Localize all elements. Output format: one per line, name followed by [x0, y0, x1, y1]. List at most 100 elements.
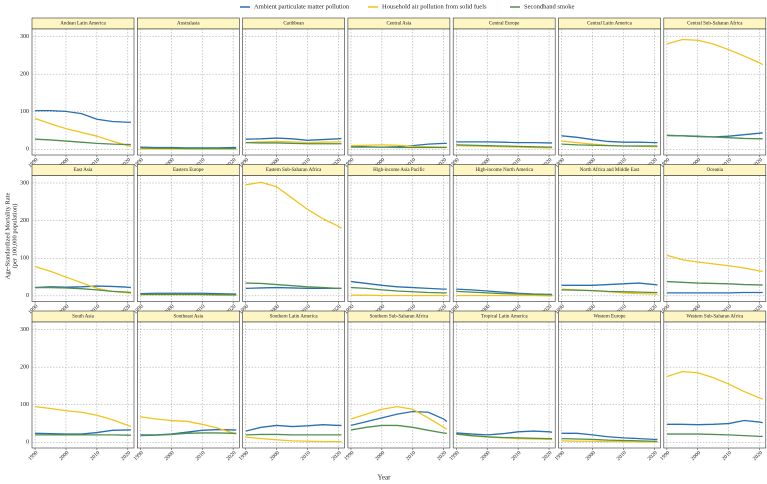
panel-title: Southeast Asia — [174, 315, 204, 320]
legend-label: Ambient particulate matter pollution — [254, 3, 350, 10]
panel-title: Oceania — [707, 168, 724, 173]
y-tick-label: 300 — [20, 34, 29, 40]
series-line — [666, 280, 763, 286]
panel-title: Central Europe — [489, 22, 520, 27]
series-line — [140, 292, 237, 295]
series-line — [350, 424, 447, 434]
series-line — [140, 147, 237, 150]
series-line — [666, 419, 763, 426]
plot-area — [137, 321, 240, 449]
x-tick-label: 2020 — [647, 450, 659, 462]
x-tick-label: 2020 — [225, 450, 237, 462]
x-tick-label: 1990 — [133, 450, 145, 462]
series-line — [456, 290, 553, 296]
panel-title: Central Asia — [386, 22, 412, 27]
panel-title: Tropical Latin America — [481, 315, 529, 320]
panel-title: Australasia — [177, 22, 200, 27]
plot-area — [452, 175, 556, 302]
series-line — [561, 143, 658, 147]
series-line — [245, 140, 342, 144]
series-line — [456, 430, 553, 436]
panel-title: High-income North America — [475, 168, 533, 173]
x-tick-label: 2010 — [194, 450, 206, 462]
x-tick-label: 2000 — [374, 450, 386, 462]
panel-title: Western Sub-Saharan Africa — [686, 315, 744, 320]
plot-area — [242, 28, 345, 156]
y-tick-label: 0 — [26, 293, 29, 299]
panel-title: Eastern Sub-Saharan Africa — [266, 168, 322, 173]
legend-label: Household air pollution from solid fuels — [382, 3, 487, 10]
series-line — [245, 141, 342, 145]
y-tick-label: 200 — [20, 72, 29, 78]
series-line — [666, 433, 763, 437]
plot-area — [31, 321, 135, 449]
x-tick-label: 1990 — [238, 450, 250, 462]
series-line — [35, 286, 131, 294]
plot-area — [558, 175, 661, 302]
plot-area — [31, 28, 135, 156]
y-tick-label: 300 — [20, 327, 29, 333]
x-tick-label: 2000 — [164, 450, 176, 462]
series-line — [35, 109, 131, 123]
y-axis-label: Age-Standardized Mortality Rate — [4, 193, 11, 280]
x-tick-label: 2020 — [541, 450, 553, 462]
x-tick-label: 2020 — [436, 450, 448, 462]
y-tick-label: 0 — [26, 440, 29, 446]
series-line — [245, 282, 342, 289]
panel-title: East Asia — [74, 168, 94, 173]
x-tick-label: 1990 — [554, 450, 566, 462]
series-line — [561, 437, 658, 442]
x-tick-label: 2020 — [331, 450, 343, 462]
series-line — [666, 134, 763, 140]
series-line — [666, 371, 763, 400]
plot-area — [663, 321, 767, 449]
plot-area — [242, 175, 345, 302]
plot-area — [452, 28, 556, 156]
plot-area — [31, 175, 135, 302]
plot-area — [558, 28, 661, 156]
x-tick-label: 2010 — [721, 450, 733, 462]
x-tick-label: 2020 — [120, 450, 132, 462]
panel-title: South Asia — [72, 315, 95, 320]
series-line — [35, 138, 131, 146]
panel-title: Central Sub-Saharan Africa — [687, 22, 743, 27]
panel-title: Central Latin America — [587, 22, 632, 27]
plot-area — [347, 321, 451, 449]
panel-title: North Africa and Middle East — [580, 168, 640, 173]
x-tick-label: 2010 — [300, 450, 312, 462]
series-line — [350, 280, 447, 290]
series-line — [35, 405, 132, 428]
y-tick-label: 100 — [20, 256, 29, 262]
series-line — [245, 424, 342, 432]
series-line — [140, 432, 237, 437]
panel-title: Caribbean — [283, 22, 304, 27]
series-line — [350, 286, 447, 294]
x-tick-label: 1990 — [659, 450, 671, 462]
plot-area — [137, 175, 240, 302]
series-line — [666, 254, 763, 273]
series-line — [245, 436, 342, 443]
x-tick-label: 2000 — [479, 450, 491, 462]
series-line — [561, 282, 658, 286]
plot-area — [347, 28, 451, 156]
y-tick-label: 100 — [20, 402, 29, 408]
series-line — [245, 137, 342, 141]
panel-title: Southern Sub-Saharan Africa — [370, 315, 429, 320]
series-line — [350, 410, 448, 427]
x-tick-label: 2000 — [58, 450, 70, 462]
x-tick-label: 2010 — [89, 450, 101, 462]
plot-area — [452, 321, 556, 449]
y-tick-label: 300 — [20, 180, 29, 186]
series-line — [561, 432, 658, 440]
series-line — [35, 429, 131, 435]
series-line — [561, 440, 658, 443]
x-tick-label: 1990 — [27, 450, 39, 462]
plot-area — [347, 175, 451, 302]
series-line — [140, 146, 237, 149]
x-tick-label: 1990 — [449, 450, 461, 462]
plot-area — [558, 321, 661, 449]
series-line — [350, 405, 448, 430]
series-line — [666, 38, 764, 66]
panel-title: High-income Asia Pacific — [373, 168, 425, 173]
